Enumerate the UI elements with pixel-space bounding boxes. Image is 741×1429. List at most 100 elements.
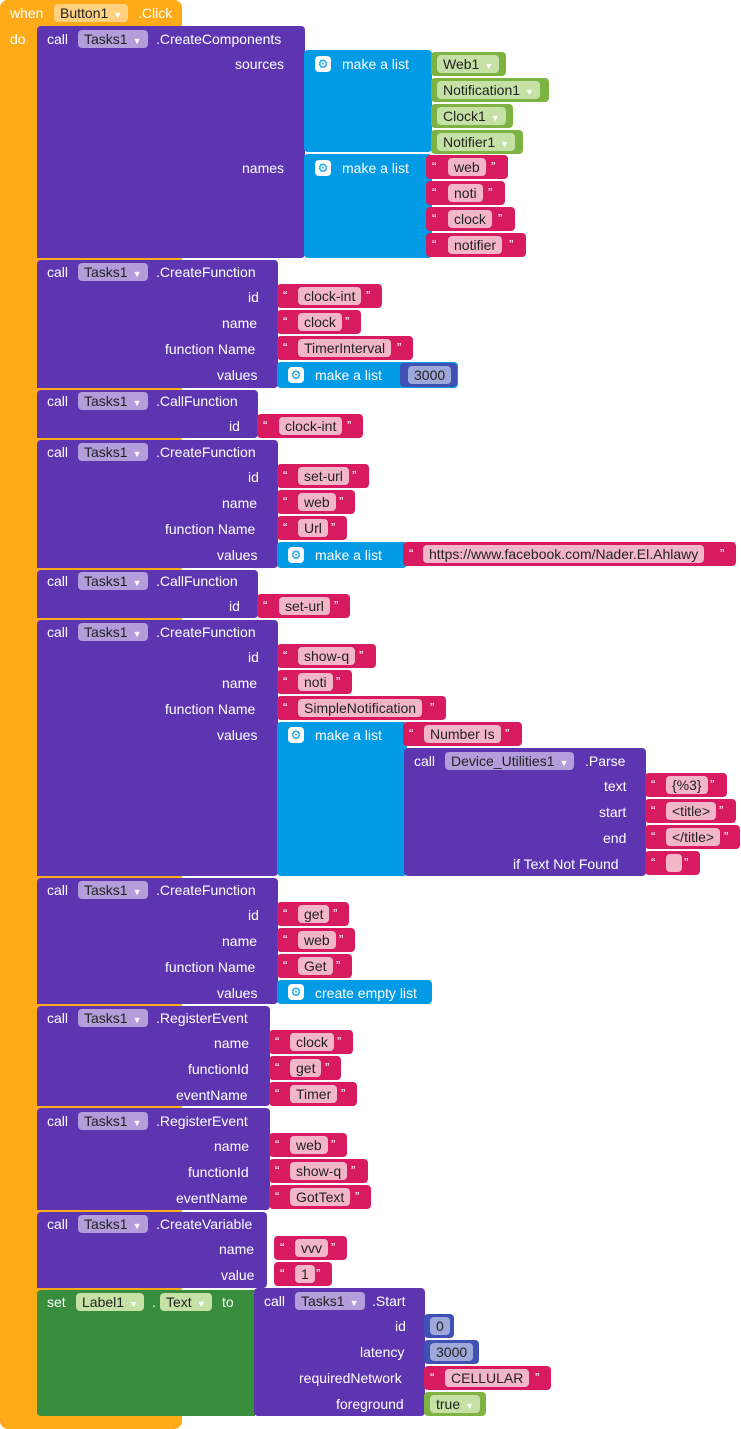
gear-icon[interactable]: ⚙ <box>315 56 331 72</box>
text-value[interactable]: web <box>298 493 336 511</box>
text-value[interactable]: clock <box>298 313 342 331</box>
register-event-block[interactable] <box>37 1108 270 1210</box>
text-value[interactable]: noti <box>298 673 333 691</box>
component-dropdown[interactable]: Notification1 ▼ <box>437 81 540 99</box>
text-value[interactable]: get <box>298 905 330 923</box>
quote-icon: “ <box>280 1266 285 1281</box>
values-label: values <box>217 367 258 383</box>
quote-icon: “ <box>432 211 437 226</box>
component-dropdown[interactable]: Tasks1 ▼ <box>78 1112 148 1130</box>
component-dropdown[interactable]: Tasks1 ▼ <box>78 623 148 641</box>
component-dropdown[interactable]: Tasks1 ▼ <box>78 1215 148 1233</box>
quote-icon: ” <box>339 932 344 947</box>
component-dropdown[interactable]: Tasks1 ▼ <box>78 572 148 590</box>
text-value[interactable]: set-url <box>298 467 349 485</box>
text-value[interactable]: clock-int <box>279 417 343 435</box>
component-dropdown[interactable]: Label1 ▼ <box>76 1293 144 1311</box>
create-function-block[interactable] <box>37 440 278 568</box>
quote-icon: ” <box>430 700 435 715</box>
component-dropdown[interactable]: Tasks1 ▼ <box>78 392 148 410</box>
required-network-label: requiredNetwork <box>299 1370 402 1386</box>
text-value[interactable]: set-url <box>279 597 330 615</box>
text-value[interactable]: get <box>290 1059 322 1077</box>
register-event-block[interactable] <box>37 1006 270 1106</box>
method-name: .CallFunction <box>156 573 238 589</box>
event-name: .Click <box>138 5 173 21</box>
number-value[interactable]: 3000 <box>430 1343 474 1361</box>
component-dropdown[interactable]: Tasks1 ▼ <box>78 30 148 48</box>
quote-icon: ” <box>366 288 371 303</box>
event-name-label: eventName <box>176 1087 248 1103</box>
component-dropdown[interactable]: Notifier1 ▼ <box>437 133 516 151</box>
boolean-dropdown[interactable]: true ▼ <box>430 1395 481 1413</box>
quote-icon: “ <box>283 958 288 973</box>
latency-label: latency <box>360 1344 405 1360</box>
component-dropdown[interactable]: Device_Utilities1 ▼ <box>445 752 575 770</box>
text-value[interactable]: CELLULAR <box>445 1369 530 1387</box>
gear-icon[interactable]: ⚙ <box>288 727 304 743</box>
text-value[interactable]: {%3} <box>666 776 708 794</box>
gear-icon[interactable]: ⚙ <box>288 984 304 1000</box>
create-components-block[interactable] <box>37 26 305 258</box>
text-value[interactable]: 1 <box>295 1265 315 1283</box>
text-value[interactable]: web <box>290 1136 328 1154</box>
text-value[interactable] <box>666 854 682 872</box>
component-dropdown[interactable]: Clock1 ▼ <box>437 107 506 125</box>
create-function-block[interactable] <box>37 620 278 876</box>
text-value[interactable]: vvv <box>295 1239 328 1257</box>
text-value[interactable]: web <box>298 931 336 949</box>
text-value[interactable]: clock <box>290 1033 334 1051</box>
function-name-label: function Name <box>165 959 256 975</box>
component-dropdown[interactable]: Tasks1 ▼ <box>78 263 148 281</box>
quote-icon: “ <box>430 1370 435 1385</box>
create-function-block[interactable] <box>37 878 278 1004</box>
text-value[interactable]: https://www.facebook.com/Nader.El.Ahlawy <box>423 545 705 563</box>
property-dropdown[interactable]: Text ▼ <box>160 1293 212 1311</box>
text-value[interactable]: notifier <box>448 236 503 254</box>
quote-icon: “ <box>283 932 288 947</box>
text-value[interactable]: Number Is <box>424 725 501 743</box>
gear-icon[interactable]: ⚙ <box>315 160 331 176</box>
quote-icon: “ <box>651 803 656 818</box>
quote-icon: ” <box>724 829 729 844</box>
text-value[interactable]: SimpleNotification <box>298 699 423 717</box>
text-value[interactable]: </title> <box>666 828 721 846</box>
text-value[interactable]: Timer <box>290 1085 338 1103</box>
quote-icon: ” <box>491 159 496 174</box>
call-keyword: call <box>47 393 69 409</box>
text-value[interactable]: TimerInterval <box>298 339 392 357</box>
component-dropdown[interactable]: Tasks1 ▼ <box>78 443 148 461</box>
values-label: values <box>217 547 258 563</box>
text-value[interactable]: web <box>448 158 486 176</box>
text-value[interactable]: GotText <box>290 1188 351 1206</box>
call-function-block[interactable] <box>37 390 258 438</box>
chevron-down-icon: ▼ <box>132 449 142 459</box>
chevron-down-icon: ▼ <box>132 1221 142 1231</box>
text-value[interactable]: noti <box>448 184 483 202</box>
quote-icon: “ <box>275 1060 280 1075</box>
text-value[interactable]: Url <box>298 519 328 537</box>
quote-icon: ” <box>331 1137 336 1152</box>
quote-icon: “ <box>432 159 437 174</box>
component-dropdown[interactable]: Web1 ▼ <box>437 55 500 73</box>
text-value[interactable]: show-q <box>298 647 356 665</box>
component-dropdown[interactable]: Tasks1 ▼ <box>295 1292 365 1310</box>
text-value[interactable]: show-q <box>290 1162 348 1180</box>
create-function-block[interactable] <box>37 260 278 388</box>
text-value[interactable]: <title> <box>666 802 717 820</box>
set-label-text-block[interactable] <box>37 1290 255 1416</box>
component-dropdown[interactable]: Tasks1 ▼ <box>78 1009 148 1027</box>
text-value[interactable]: clock-int <box>298 287 362 305</box>
text-value[interactable]: Get <box>298 957 333 975</box>
call-function-block[interactable] <box>37 570 258 618</box>
number-value[interactable]: 0 <box>430 1317 450 1335</box>
create-variable-block[interactable] <box>37 1212 267 1288</box>
gear-icon[interactable]: ⚙ <box>288 367 304 383</box>
event-component-dropdown[interactable]: Button1 ▼ <box>54 4 129 22</box>
text-value[interactable]: clock <box>448 210 492 228</box>
component-dropdown[interactable]: Tasks1 ▼ <box>78 881 148 899</box>
gear-icon[interactable]: ⚙ <box>288 547 304 563</box>
make-list-block[interactable] <box>277 722 407 876</box>
chevron-down-icon: ▼ <box>349 1298 359 1308</box>
number-value[interactable]: 3000 <box>408 366 452 384</box>
